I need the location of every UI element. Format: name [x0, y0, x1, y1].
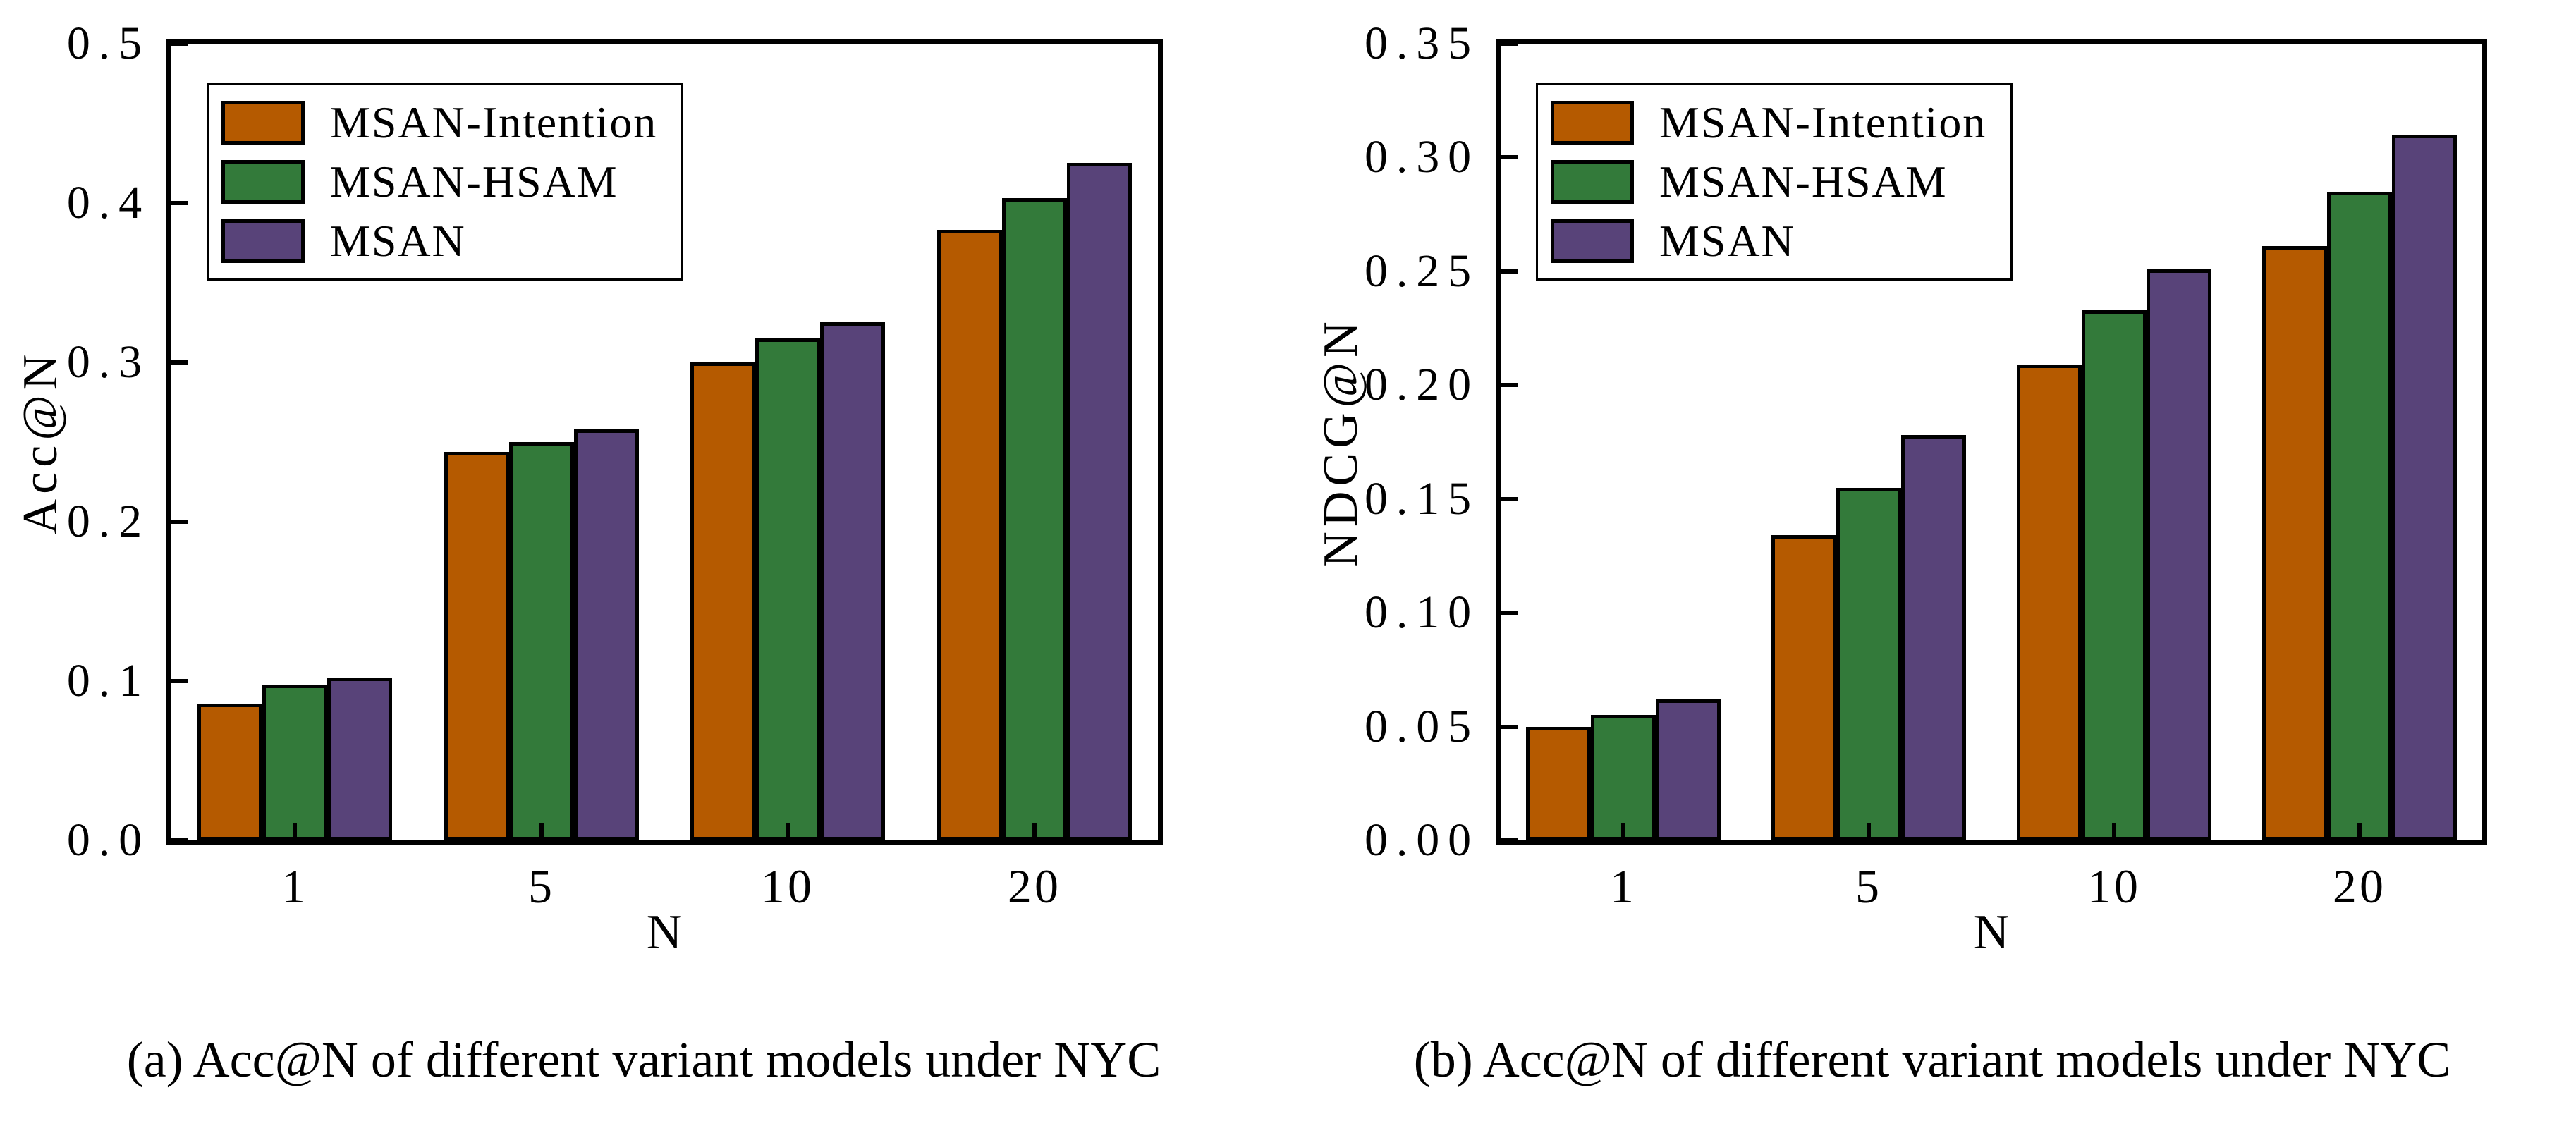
- x-tick-label: 10: [2087, 859, 2142, 913]
- bar-MSAN-HSAM-n5: [509, 442, 574, 840]
- bar-MSAN-Intention-n5: [444, 452, 509, 840]
- legend-label-msan-intention: MSAN-Intention: [1659, 97, 1987, 147]
- x-tick-mark: [2112, 823, 2116, 840]
- y-tick-label: 0.15: [1364, 473, 1479, 525]
- x-tick-mark: [293, 823, 297, 840]
- bar-MSAN-Intention-n10: [690, 362, 755, 840]
- x-axis-label-acc: N: [646, 905, 683, 960]
- legend-item: MSAN: [221, 215, 657, 267]
- y-tick-mark: [1501, 838, 1518, 843]
- caption-acc: (a) Acc@N of different variant models un…: [126, 1031, 1161, 1088]
- bar-MSAN-n20: [2392, 135, 2457, 840]
- y-axis-label-acc: Acc@N: [13, 349, 68, 535]
- bar-MSAN-Intention-n1: [1526, 727, 1591, 840]
- bar-MSAN-n20: [1067, 163, 1132, 840]
- bar-MSAN-n1: [1656, 699, 1721, 840]
- bar-MSAN-HSAM-n1: [262, 685, 327, 840]
- x-axis-label-ndcg: N: [1973, 905, 2010, 960]
- x-tick-label: 1: [1609, 859, 1637, 913]
- legend-item: MSAN-Intention: [221, 97, 657, 149]
- x-tick-mark: [539, 823, 544, 840]
- legend-swatch-msan: [221, 219, 305, 263]
- x-tick-mark: [786, 823, 790, 840]
- y-tick-label: 0.05: [1364, 701, 1479, 752]
- plot-area-ndcg: MSAN-Intention MSAN-HSAM MSAN: [1496, 39, 2487, 845]
- x-tick-mark: [1621, 823, 1625, 840]
- y-tick-label: 0.0: [66, 814, 150, 866]
- x-tick-label: 20: [1007, 859, 1062, 913]
- y-tick-mark: [171, 360, 188, 365]
- x-tick-label: 10: [760, 859, 815, 913]
- y-tick-mark: [1501, 383, 1518, 387]
- legend-item: MSAN: [1551, 215, 1986, 267]
- legend-label-msan: MSAN: [330, 216, 466, 266]
- y-tick-mark: [171, 520, 188, 524]
- bar-MSAN-Intention-n5: [1771, 535, 1836, 840]
- y-tick-label: 0.3: [66, 336, 150, 388]
- y-tick-label: 0.10: [1364, 587, 1479, 638]
- y-tick-label: 0.5: [66, 18, 150, 69]
- bar-MSAN-n10: [2147, 269, 2211, 840]
- bar-MSAN-n5: [1901, 435, 1966, 840]
- bar-MSAN-Intention-n10: [2017, 365, 2082, 840]
- legend-label-msan-hsam: MSAN-HSAM: [330, 157, 618, 207]
- bar-MSAN-HSAM-n20: [1002, 198, 1067, 840]
- legend-swatch-msan: [1551, 219, 1634, 263]
- legend-label-msan-intention: MSAN-Intention: [330, 97, 658, 147]
- x-tick-mark: [2357, 823, 2362, 840]
- legend-swatch-msan-intention: [221, 101, 305, 145]
- y-tick-mark: [1501, 611, 1518, 615]
- y-tick-mark: [171, 42, 188, 46]
- bar-MSAN-n5: [574, 429, 639, 840]
- y-tick-mark: [1501, 155, 1518, 159]
- x-tick-label: 5: [527, 859, 556, 913]
- bar-MSAN-HSAM-n1: [1591, 715, 1656, 840]
- bar-MSAN-Intention-n20: [2262, 246, 2327, 840]
- bar-MSAN-HSAM-n20: [2327, 192, 2392, 840]
- bar-MSAN-HSAM-n5: [1836, 488, 1901, 840]
- legend-label-msan: MSAN: [1659, 216, 1795, 266]
- y-tick-mark: [1501, 497, 1518, 501]
- y-tick-mark: [1501, 269, 1518, 274]
- y-tick-label: 0.00: [1364, 814, 1479, 866]
- legend-swatch-msan-hsam: [1551, 160, 1634, 204]
- legend-ndcg: MSAN-Intention MSAN-HSAM MSAN: [1536, 83, 2013, 281]
- y-tick-label: 0.35: [1364, 18, 1479, 69]
- plot-area-acc: MSAN-Intention MSAN-HSAM MSAN: [166, 39, 1163, 845]
- x-tick-label: 5: [1855, 859, 1883, 913]
- legend-swatch-msan-intention: [1551, 101, 1634, 145]
- y-tick-label: 0.30: [1364, 131, 1479, 183]
- y-tick-label: 0.1: [66, 655, 150, 706]
- bar-MSAN-HSAM-n10: [755, 338, 820, 840]
- bar-MSAN-n10: [820, 322, 885, 840]
- caption-ndcg: (b) Acc@N of different variant models un…: [1413, 1031, 2451, 1088]
- legend-item: MSAN-HSAM: [221, 156, 657, 208]
- bar-MSAN-Intention-n1: [197, 704, 262, 840]
- y-tick-mark: [1501, 725, 1518, 729]
- y-tick-mark: [171, 201, 188, 205]
- bar-MSAN-n1: [327, 678, 392, 840]
- y-tick-label: 0.20: [1364, 359, 1479, 410]
- y-tick-label: 0.2: [66, 496, 150, 547]
- legend-acc: MSAN-Intention MSAN-HSAM MSAN: [207, 83, 684, 281]
- legend-item: MSAN-HSAM: [1551, 156, 1986, 208]
- y-tick-mark: [1501, 42, 1518, 46]
- bar-MSAN-Intention-n20: [937, 230, 1002, 840]
- legend-label-msan-hsam: MSAN-HSAM: [1659, 157, 1948, 207]
- y-tick-label: 0.4: [66, 177, 150, 228]
- legend-item: MSAN-Intention: [1551, 97, 1986, 149]
- x-tick-label: 1: [281, 859, 309, 913]
- x-tick-label: 20: [2332, 859, 2387, 913]
- x-tick-mark: [1032, 823, 1037, 840]
- y-tick-label: 0.25: [1364, 245, 1479, 297]
- y-tick-mark: [171, 679, 188, 683]
- y-tick-mark: [171, 838, 188, 843]
- bar-MSAN-HSAM-n10: [2082, 310, 2147, 840]
- legend-swatch-msan-hsam: [221, 160, 305, 204]
- x-tick-mark: [1867, 823, 1871, 840]
